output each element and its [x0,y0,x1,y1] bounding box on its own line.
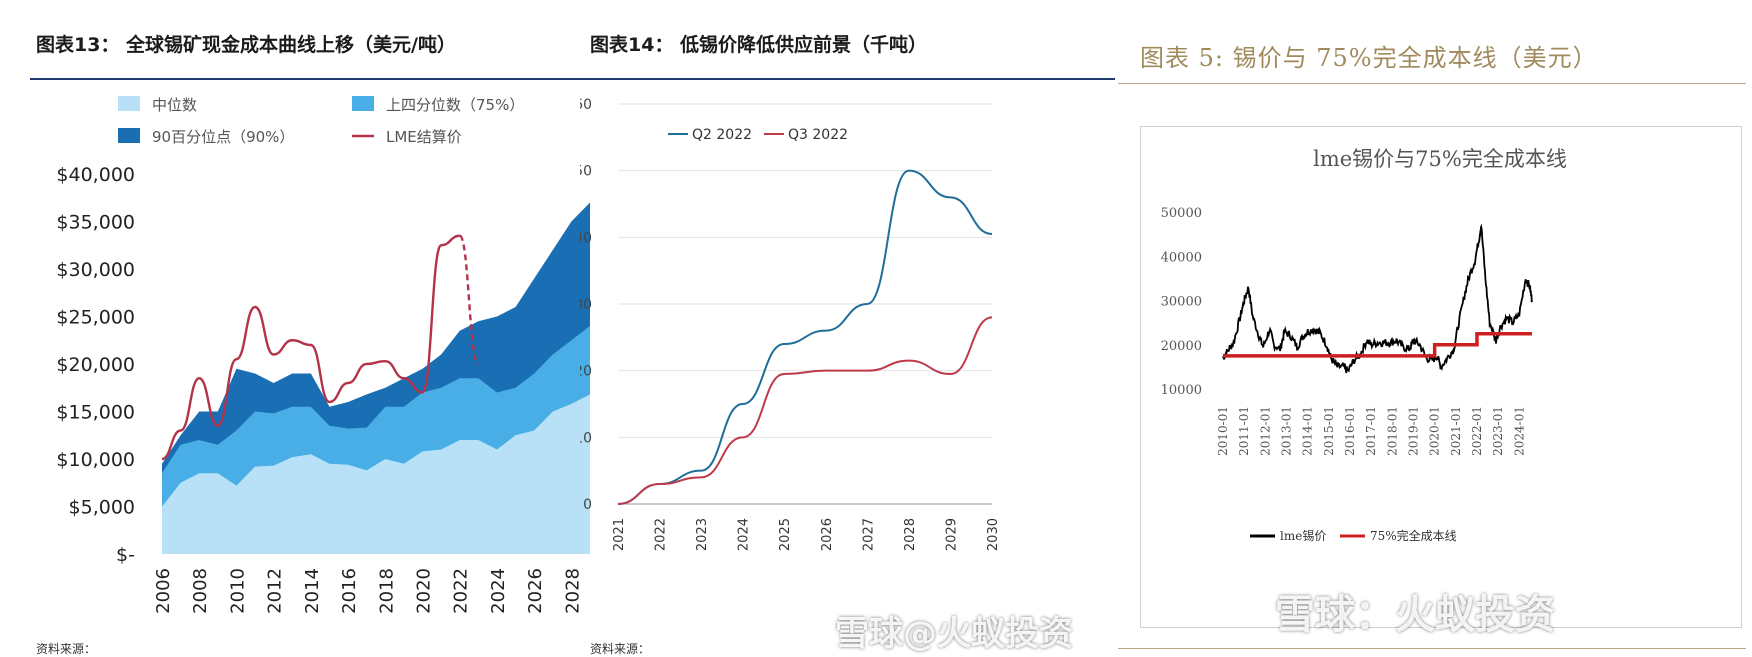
y-tick-label: $25,000 [56,307,135,329]
x-tick-label: 2021 [612,518,627,551]
x-tick-label: 2030 [986,518,1001,551]
x-tick-label: 2022 [654,518,669,551]
y-tick-label: $20,000 [56,354,135,376]
x-tick-label: 2016-01 [1343,406,1357,456]
legend-label-price: lme锡价 [1280,528,1326,543]
x-tick-label: 2013-01 [1279,406,1293,456]
x-tick-label: 2010-01 [1216,406,1230,456]
chart13-title: 图表13： 全球锡矿现金成本曲线上移（美元/吨） [36,34,456,56]
y-tick-label: 40000 [1161,250,1202,265]
x-tick-label: 2019-01 [1406,406,1420,456]
chart5-title: 图表 5: 锡价与 75%完全成本线（美元） [1140,44,1598,72]
y-tick-label: $10,000 [56,449,135,471]
source-middle: 资料来源： [590,642,651,656]
chart5-inner-title: lme锡价与75%完全成本线 [1313,147,1567,171]
x-tick-label: 2017-01 [1364,406,1378,456]
legend-label-1: 上四分位数（75%） [386,96,524,114]
x-tick-label: 2018 [376,568,397,614]
y-tick-label: 0 [583,497,592,513]
x-tick-label: 2026 [525,568,546,614]
legend-label-1: Q3 2022 [788,127,848,143]
watermark-partial: 雪球@火蚁投资 [835,614,1073,654]
y-tick-label: $5,000 [69,497,135,519]
x-tick-label: 2016 [339,568,360,614]
y-tick-label: 50000 [1161,206,1202,221]
y-tick-label: $35,000 [56,212,135,234]
legend-label-3: LME结算价 [386,128,462,146]
lme-line [161,234,460,461]
y-tick-label: 10000 [1161,383,1202,398]
x-tick-label: 2029 [944,518,959,551]
x-tick-label: 2025 [778,518,793,551]
x-tick-label: 2015-01 [1322,406,1336,456]
title-rule [30,78,1115,80]
x-tick-label: 2020 [414,568,435,614]
x-tick-label: 2024-01 [1512,406,1526,456]
y-tick-label: $40,000 [56,164,135,186]
area-series-0 [162,394,590,554]
x-tick-label: 2006 [153,568,174,614]
y-tick-label: $15,000 [56,402,135,424]
y-tick-label: 40 [580,230,592,246]
x-tick-label: 2010 [227,568,248,614]
lme-price-line [1222,223,1533,374]
x-tick-label: 2024 [488,568,509,614]
x-tick-label: 2022 [451,568,472,614]
y-tick-label: 20000 [1161,339,1202,354]
y-tick-label: 10 [580,430,592,446]
y-tick-label: 30000 [1161,295,1202,310]
x-tick-label: 2014-01 [1301,406,1315,456]
legend-label-cost: 75%完全成本线 [1370,528,1457,543]
chart5: lme锡价与75%完全成本线 10000 20000 30000 40000 50000 2… [1161,147,1567,543]
legend-swatch-0 [118,96,140,111]
x-tick-label: 2027 [861,518,876,551]
y-tick-label: 30 [580,297,592,313]
chart13: $- $5,000 $10,000 $15,000 $20,000 $25,000 $30,… [56,96,590,614]
x-tick-label: 2012 [265,568,286,614]
x-tick-label: 2012-01 [1258,406,1272,456]
legend-label-0: Q2 2022 [692,127,752,143]
chart5-bottom-rule [1118,648,1746,649]
watermark: 雪球：火蚁投资 [1275,592,1555,638]
x-tick-label: 2023-01 [1491,406,1505,456]
x-tick-label: 2028 [562,568,583,614]
y-tick-label: 20 [580,364,592,380]
chart14: 0102030405060202120222023202420252026202… [580,97,1001,551]
y-tick-label: $30,000 [56,259,135,281]
x-tick-label: 2022-01 [1470,406,1484,456]
y-tick-label: 50 [580,164,592,180]
chart5-frame [1140,126,1742,628]
y-tick-label: $- [116,544,135,566]
y-tick-label: 60 [580,97,592,113]
source-left: 资料来源： [36,642,97,656]
x-tick-label: 2026 [820,518,835,551]
x-tick-label: 2018-01 [1385,406,1399,456]
chart5-top-rule [1118,83,1746,84]
chart14-title: 图表14： 低锡价降低供应前景（千吨） [590,34,928,56]
series-line-1 [617,316,993,505]
x-tick-label: 2028 [903,518,918,551]
x-tick-label: 2011-01 [1237,406,1251,456]
x-tick-label: 2024 [737,518,752,551]
legend-swatch-2 [118,128,140,143]
x-tick-label: 2008 [190,568,211,614]
cost-line [1223,331,1532,358]
legend-swatch-1 [352,96,374,111]
x-tick-label: 2020-01 [1428,406,1442,456]
lme-line-projected [458,234,480,366]
x-tick-label: 2023 [695,518,710,551]
legend-label-2: 90百分位点（90%） [152,128,294,146]
x-tick-label: 2021-01 [1449,406,1463,456]
legend-label-0: 中位数 [152,96,197,114]
x-tick-label: 2014 [302,568,323,614]
series-line-0 [617,169,993,505]
